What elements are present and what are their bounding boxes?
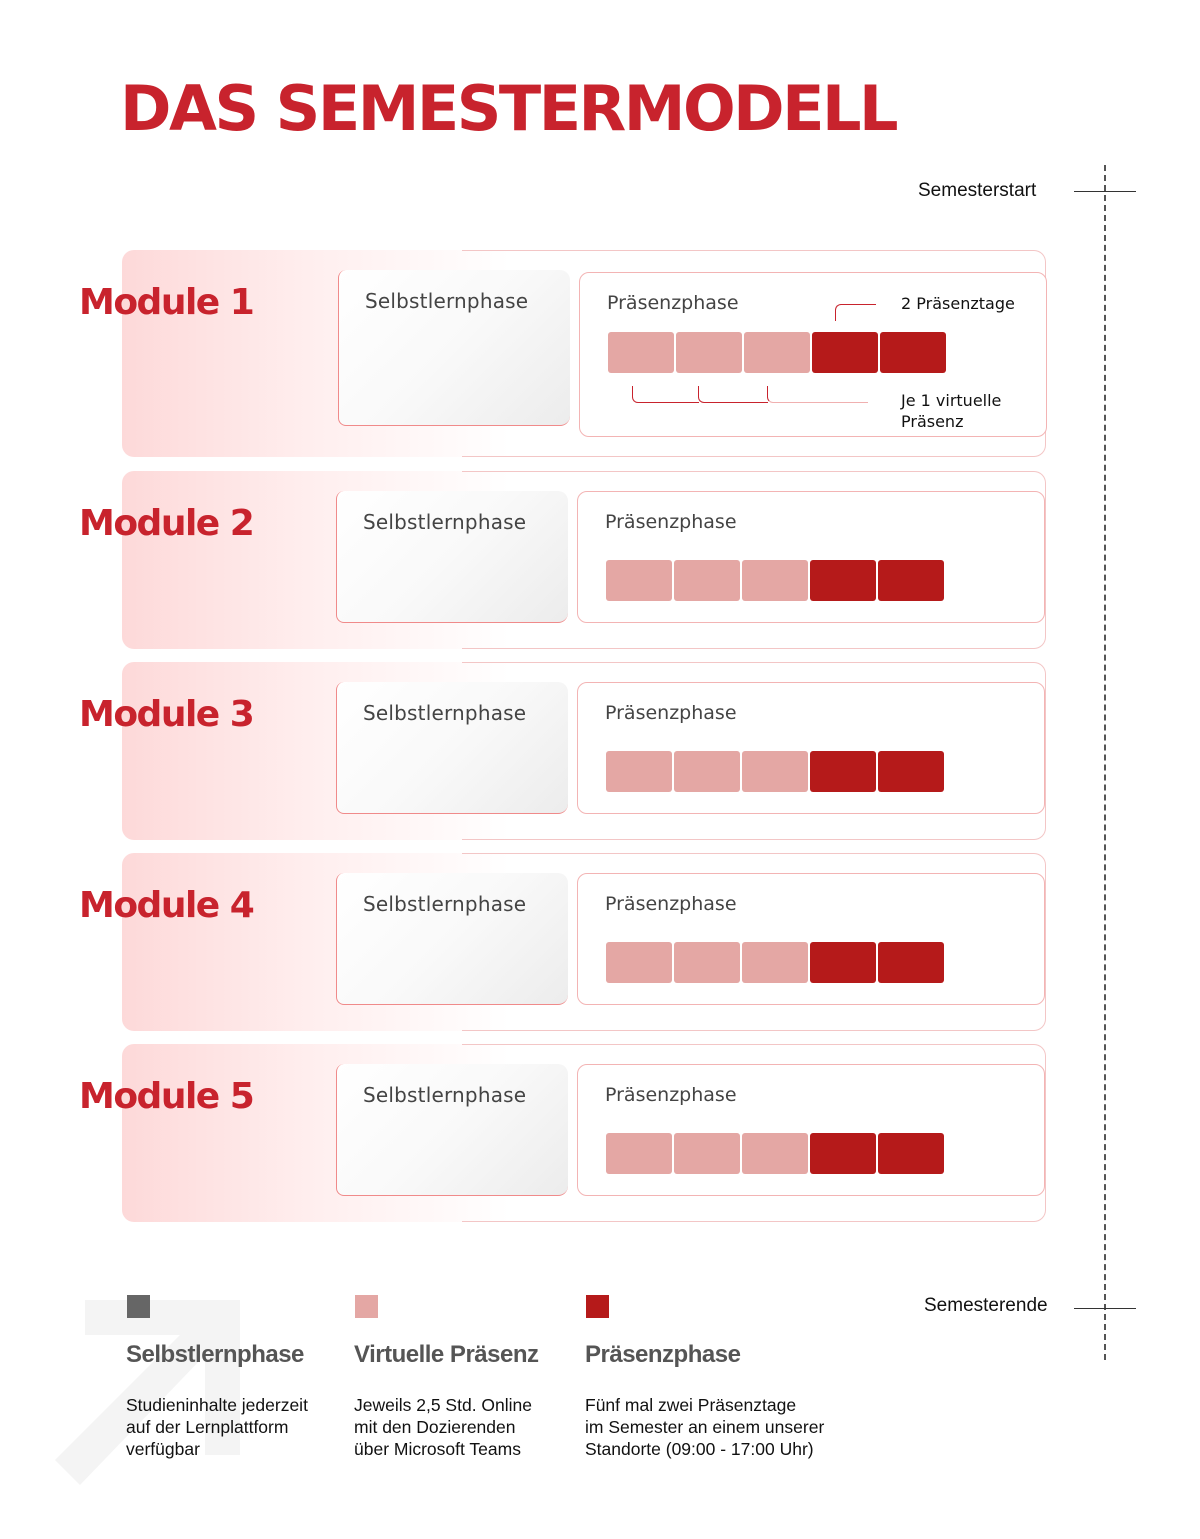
legend-swatch-selbstlernphase — [127, 1295, 150, 1318]
praesenz-day-block — [878, 560, 944, 601]
module-5-row: Module 5 Selbstlernphase Präsenzphase — [79, 1044, 1046, 1222]
virtual-bracket — [767, 386, 868, 403]
selbstlernphase-box: Selbstlernphase — [336, 873, 568, 1005]
module-label: Module 2 — [79, 503, 255, 544]
praesenz-day-block — [810, 942, 876, 983]
praesenz-day-block — [878, 751, 944, 792]
praesenzphase-label: Präsenzphase — [605, 511, 737, 533]
selbstlernphase-label: Selbstlernphase — [363, 510, 527, 534]
legend-desc-line: Fünf mal zwei Präsenztage — [585, 1395, 797, 1415]
module-label: Module 1 — [79, 282, 255, 323]
selbstlernphase-label: Selbstlernphase — [363, 701, 527, 725]
semester-start-label: Semesterstart — [918, 180, 1037, 201]
module-4-row: Module 4 Selbstlernphase Präsenzphase — [79, 853, 1046, 1031]
timeline-end-tick — [1074, 1308, 1136, 1309]
virtual-presence-block — [606, 942, 672, 983]
virtual-presence-block — [606, 1133, 672, 1174]
phase-blocks — [606, 942, 944, 983]
virtual-presence-block — [608, 332, 674, 373]
legend-swatch-praesenzphase — [586, 1295, 609, 1318]
virtual-presence-block — [742, 1133, 808, 1174]
virtual-presence-block — [674, 1133, 740, 1174]
virtual-bracket — [698, 386, 768, 403]
virtual-presence-block — [674, 560, 740, 601]
legend-desc-line: auf der Lernplattform — [126, 1417, 289, 1437]
module-1-row: Module 1 Selbstlernphase Präsenzphase 2 … — [79, 250, 1047, 457]
virtual-presence-block — [676, 332, 742, 373]
praesenz-day-block — [812, 332, 878, 373]
praesenzphase-box: Präsenzphase — [577, 1064, 1045, 1196]
praesenzphase-box: Präsenzphase — [577, 873, 1045, 1005]
legend-desc-line: über Microsoft Teams — [354, 1439, 521, 1459]
virtuelle-annotation-line: Je 1 virtuelle — [901, 391, 1002, 410]
selbstlernphase-box: Selbstlernphase — [338, 270, 570, 426]
praesenzphase-label: Präsenzphase — [605, 1084, 737, 1106]
legend-desc-virtuelle-praesenz: Jeweils 2,5 Std. Online mit den Dozieren… — [354, 1394, 614, 1460]
virtual-presence-block — [674, 942, 740, 983]
virtual-presence-block — [742, 751, 808, 792]
praesenztage-annotation: 2 Präsenztage — [901, 294, 1015, 313]
praesenz-day-block — [878, 1133, 944, 1174]
praesenzphase-box: Präsenzphase — [577, 682, 1045, 814]
praesenz-day-block — [810, 560, 876, 601]
module-label: Module 4 — [79, 885, 255, 926]
legend-desc-line: Studieninhalte jederzeit — [126, 1395, 308, 1415]
legend-title-selbstlernphase: Selbstlernphase — [126, 1341, 304, 1368]
selbstlernphase-label: Selbstlernphase — [363, 1083, 527, 1107]
praesenztage-bracket — [835, 304, 876, 321]
phase-blocks — [608, 332, 946, 373]
virtual-presence-block — [674, 751, 740, 792]
praesenz-day-block — [810, 1133, 876, 1174]
module-frame — [462, 1044, 1046, 1222]
virtuelle-annotation: Je 1 virtuelle Präsenz — [901, 391, 1001, 433]
virtual-presence-block — [742, 560, 808, 601]
semester-timeline — [1104, 165, 1106, 1360]
selbstlernphase-box: Selbstlernphase — [336, 1064, 568, 1196]
legend-title-praesenzphase: Präsenzphase — [585, 1341, 741, 1368]
praesenz-day-block — [880, 332, 946, 373]
praesenzphase-label: Präsenzphase — [607, 292, 739, 314]
legend-swatch-virtuelle-praesenz — [355, 1295, 378, 1318]
selbstlernphase-box: Selbstlernphase — [336, 491, 568, 623]
module-frame — [462, 853, 1046, 1031]
legend-desc-line: mit den Dozierenden — [354, 1417, 516, 1437]
virtual-presence-block — [742, 942, 808, 983]
legend-desc-line: verfügbar — [126, 1439, 200, 1459]
page-title: DAS SEMESTERMODELL — [120, 72, 899, 145]
legend-desc-line: Standorte (09:00 - 17:00 Uhr) — [585, 1439, 814, 1459]
praesenzphase-label: Präsenzphase — [605, 702, 737, 724]
legend-desc-line: im Semester an einem unserer — [585, 1417, 825, 1437]
semester-end-label: Semesterende — [924, 1295, 1048, 1316]
virtual-presence-block — [606, 560, 672, 601]
virtuelle-annotation-line: Präsenz — [901, 411, 964, 431]
legend-desc-line: Jeweils 2,5 Std. Online — [354, 1395, 533, 1415]
selbstlernphase-box: Selbstlernphase — [336, 682, 568, 814]
legend-desc-praesenzphase: Fünf mal zwei Präsenztage im Semester an… — [585, 1394, 865, 1460]
virtual-presence-block — [744, 332, 810, 373]
praesenz-day-block — [810, 751, 876, 792]
phase-blocks — [606, 1133, 944, 1174]
arrow-decoration-icon — [55, 1300, 240, 1485]
module-label: Module 3 — [79, 694, 255, 735]
timeline-start-tick — [1074, 191, 1136, 192]
selbstlernphase-label: Selbstlernphase — [365, 289, 529, 313]
praesenzphase-box: Präsenzphase — [577, 491, 1045, 623]
phase-blocks — [606, 751, 944, 792]
module-2-row: Module 2 Selbstlernphase Präsenzphase — [79, 471, 1046, 649]
selbstlernphase-label: Selbstlernphase — [363, 892, 527, 916]
virtual-presence-block — [606, 751, 672, 792]
module-frame — [462, 471, 1046, 649]
module-frame — [462, 662, 1046, 840]
virtual-bracket — [632, 386, 699, 403]
phase-blocks — [606, 560, 944, 601]
module-label: Module 5 — [79, 1076, 255, 1117]
legend-title-virtuelle-praesenz: Virtuelle Präsenz — [354, 1341, 539, 1368]
praesenz-day-block — [878, 942, 944, 983]
praesenzphase-label: Präsenzphase — [605, 893, 737, 915]
module-3-row: Module 3 Selbstlernphase Präsenzphase — [79, 662, 1046, 840]
praesenzphase-box: Präsenzphase — [579, 272, 1047, 437]
legend-desc-selbstlernphase: Studieninhalte jederzeit auf der Lernpla… — [126, 1394, 386, 1460]
